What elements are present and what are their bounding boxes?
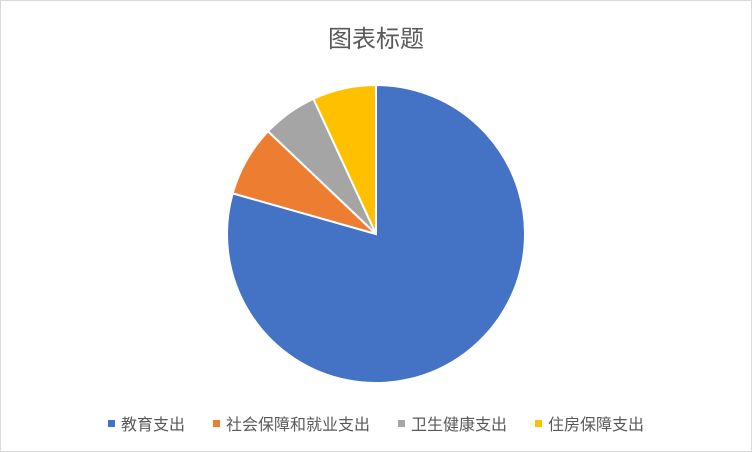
- legend-swatch: [398, 419, 405, 427]
- legend-item: 教育支出: [107, 411, 185, 435]
- chart-title: 图表标题: [328, 25, 424, 53]
- legend-label: 社会保障和就业支出: [225, 415, 370, 434]
- legend-swatch: [107, 419, 115, 427]
- pie-slice-3: [312, 83, 377, 235]
- legend-swatch: [535, 419, 543, 427]
- legend-label: 住房保障支出: [548, 415, 645, 434]
- legend: 教育支出 社会保障和就业支出 卫生健康支出 住房保障支出: [1, 411, 751, 435]
- legend-label: 教育支出: [120, 415, 185, 434]
- legend-item: 住房保障支出: [535, 411, 644, 435]
- legend-item: 社会保障和就业支出: [212, 411, 370, 435]
- legend-item: 卫生健康支出: [398, 411, 507, 435]
- legend-swatch: [212, 419, 220, 427]
- pie-slice-0: [226, 83, 526, 384]
- legend-label: 卫生健康支出: [411, 415, 508, 434]
